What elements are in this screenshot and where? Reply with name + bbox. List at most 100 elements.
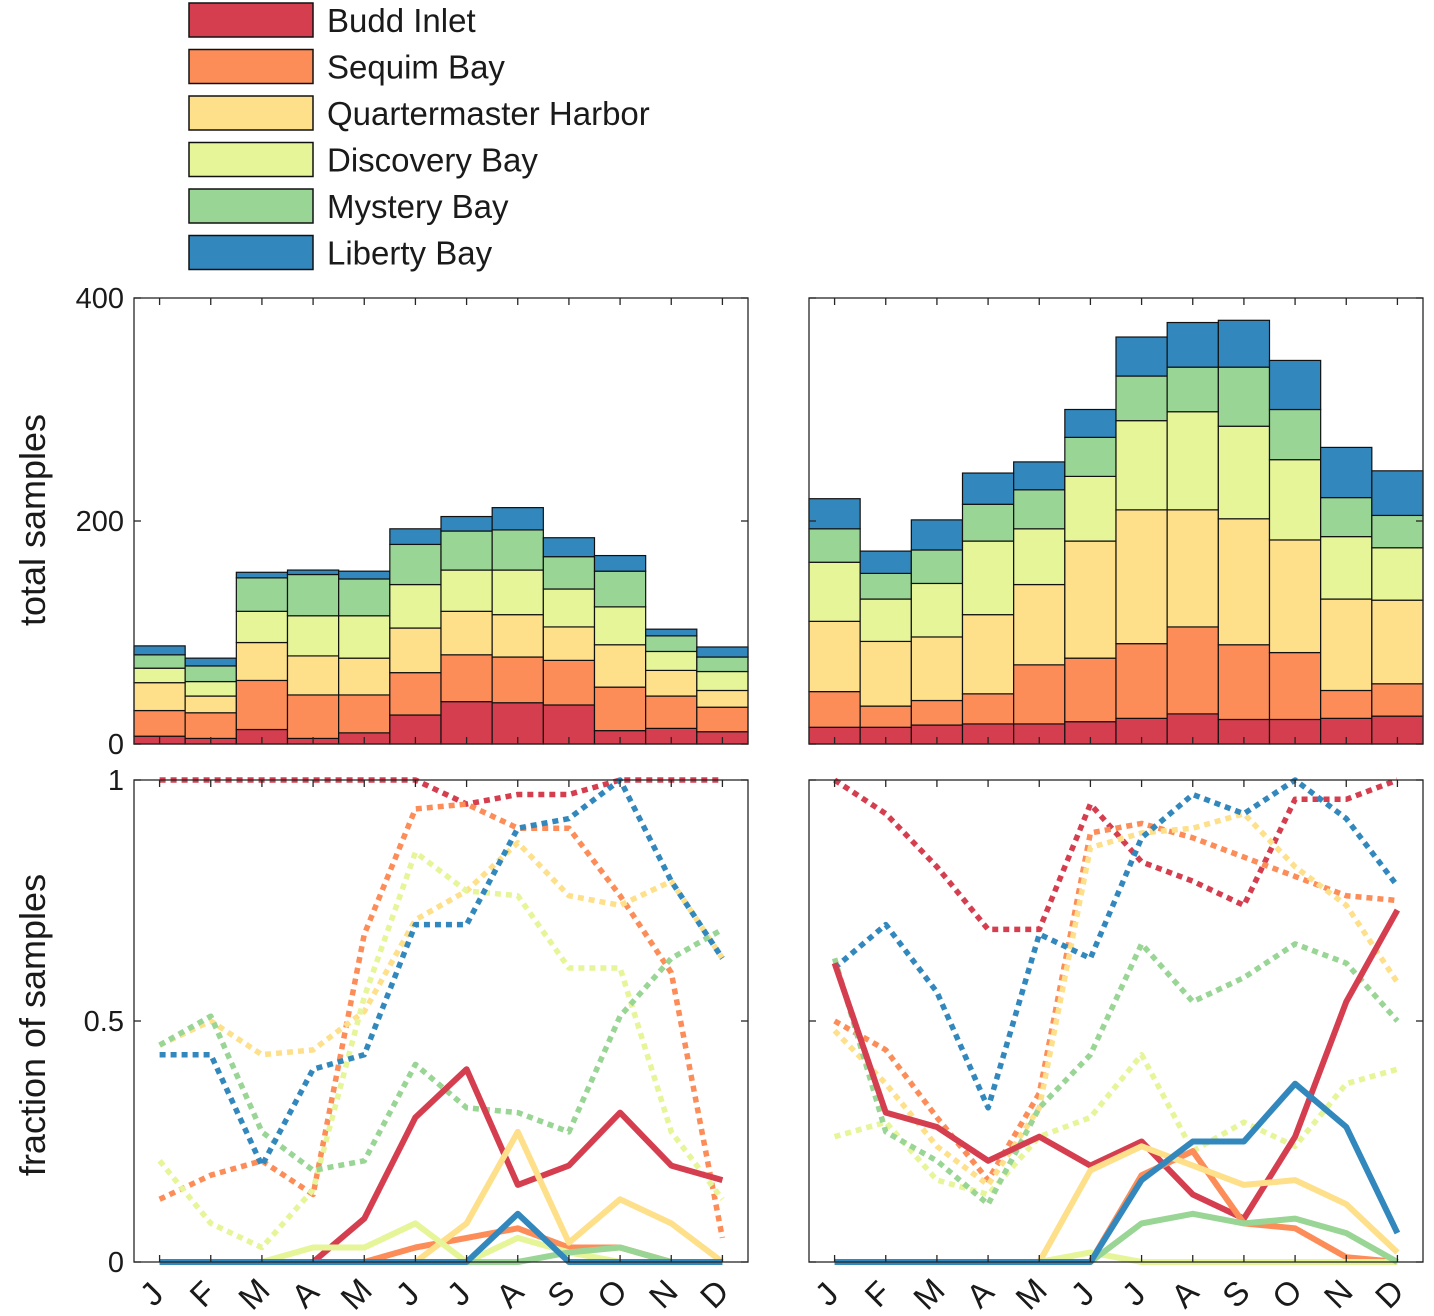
bar-segment-quartermaster-harbor [184, 695, 237, 714]
legend-label-discovery-bay: Discovery Bay [327, 142, 538, 179]
bar-segment-discovery-bay [645, 650, 698, 672]
x-tick-label-F: F [182, 1274, 222, 1314]
legend-label-liberty-bay: Liberty Bay [327, 235, 493, 272]
legend-swatch-budd-inlet [188, 2, 314, 38]
bar-segment-discovery-bay [696, 670, 749, 692]
bar-segment-liberty-bay [1115, 336, 1168, 377]
bar-segment-discovery-bay [133, 667, 186, 684]
bar-segment-liberty-bay [286, 569, 340, 576]
bar-segment-mystery-bay [593, 570, 647, 608]
bar-segment-quartermaster-harbor [1115, 509, 1168, 645]
x-tick-label-M: M [1008, 1271, 1054, 1316]
bar-segment-discovery-bay [961, 540, 1015, 616]
bar-segment-mystery-bay [1013, 489, 1066, 530]
bar-segment-sequim-bay [859, 705, 912, 728]
bar-segment-discovery-bay [286, 615, 340, 657]
bar-segment-sequim-bay [1013, 664, 1066, 725]
bar-segment-quartermaster-harbor [542, 626, 596, 661]
bar-segment-discovery-bay [1064, 475, 1117, 542]
x-tick-label-N: N [642, 1272, 685, 1315]
axes-frame [808, 779, 1424, 1263]
bar-segment-discovery-bay [184, 680, 237, 697]
bar-segment-discovery-bay [1013, 528, 1066, 586]
bar-segment-sequim-bay [1166, 626, 1219, 715]
bar-segment-discovery-bay [1268, 459, 1322, 541]
bar-segment-discovery-bay [389, 583, 442, 629]
bar-segment-sequim-bay [593, 686, 647, 732]
bar-segment-mystery-bay [491, 529, 544, 571]
bar-segment-quartermaster-harbor [1371, 599, 1424, 685]
bar-segment-sequim-bay [696, 706, 749, 733]
x-tick-label-A: A [1164, 1273, 1206, 1315]
bar-segment-sequim-bay [961, 693, 1015, 725]
bar-segment-quartermaster-harbor [1166, 509, 1219, 628]
y-tick-label: 400 [76, 283, 124, 315]
bar-segment-quartermaster-harbor [491, 614, 544, 658]
bar-segment-mystery-bay [133, 654, 186, 669]
bar-segment-sequim-bay [184, 712, 237, 740]
bar-segment-liberty-bay [696, 646, 749, 658]
bar-segment-sequim-bay [1064, 657, 1117, 723]
line-dotted-budd-inlet [159, 777, 723, 807]
x-tick-label-S: S [1215, 1273, 1257, 1315]
bar-segment-quartermaster-harbor [961, 614, 1015, 695]
bar-segment-mystery-bay [338, 578, 391, 617]
bar-segment-liberty-bay [1320, 446, 1373, 499]
legend-label-sequim-bay: Sequim Bay [327, 49, 505, 86]
bar-segment-liberty-bay [235, 571, 289, 579]
bar-segment-mystery-bay [1217, 366, 1271, 427]
bar-segment-liberty-bay [542, 537, 596, 558]
bar-segment-liberty-bay [1013, 461, 1066, 491]
bar-segment-sequim-bay [1320, 689, 1373, 719]
y-tick-label: 0 [108, 1247, 124, 1279]
bar-segment-mystery-bay [1371, 514, 1424, 549]
bar-segment-liberty-bay [338, 570, 391, 580]
bar-segment-discovery-bay [593, 606, 647, 646]
y-tick-label: 0.5 [84, 1006, 124, 1038]
panel-bottom-left: J F M A M J J A S O N D00.51 [84, 765, 749, 1316]
bar-segment-liberty-bay [1166, 321, 1219, 368]
bar-segment-discovery-bay [235, 610, 289, 644]
ylabel-fraction-of-samples: fraction of samples [12, 874, 53, 1176]
line-dotted-sequim-bay [833, 820, 1398, 1183]
bar-segment-sequim-bay [235, 679, 289, 731]
bar-segment-mystery-bay [235, 577, 289, 612]
bar-segment-mystery-bay [961, 503, 1015, 542]
bar-segment-discovery-bay [542, 588, 596, 628]
x-tick-label-O: O [1265, 1272, 1309, 1316]
line-dotted-mystery-bay [831, 941, 1400, 1207]
bar-segment-sequim-bay [1371, 683, 1424, 717]
x-tick-label-D: D [693, 1272, 736, 1315]
bar-segment-mystery-bay [184, 665, 237, 683]
bar-segment-quartermaster-harbor [286, 655, 340, 696]
bar-segment-discovery-bay [1320, 536, 1373, 600]
bar-segment-quartermaster-harbor [910, 636, 964, 702]
bar-segment-mystery-bay [286, 573, 340, 617]
legend-swatch-liberty-bay [188, 234, 314, 271]
line-dotted-budd-inlet [833, 777, 1399, 933]
panel-top-right [808, 297, 1424, 745]
bar-segment-discovery-bay [859, 598, 912, 643]
bar-segment-quartermaster-harbor [1013, 583, 1066, 666]
legend-label-budd-inlet: Budd Inlet [327, 2, 476, 39]
axes-frame [133, 779, 749, 1263]
x-tick-label-J: J [1115, 1275, 1153, 1313]
bar-segment-liberty-bay [645, 628, 698, 637]
bar-segment-discovery-bay [1166, 411, 1219, 511]
bar-segment-sequim-bay [389, 672, 442, 716]
bar-segment-mystery-bay [542, 556, 596, 590]
x-tick-label-J: J [440, 1275, 478, 1313]
x-tick-label-A: A [489, 1273, 531, 1315]
bar-segment-discovery-bay [808, 561, 861, 622]
legend-swatch-sequim-bay [188, 48, 314, 85]
bar-segment-liberty-bay [961, 472, 1015, 505]
bar-segment-sequim-bay [910, 699, 964, 726]
bar-segment-liberty-bay [859, 550, 912, 575]
bar-segment-mystery-bay [440, 530, 493, 571]
bar-segment-discovery-bay [1217, 425, 1271, 520]
bar-segment-mystery-bay [389, 543, 442, 586]
line-dotted-sequim-bay [158, 801, 726, 1239]
x-tick-label-J: J [1063, 1275, 1101, 1313]
bar-segment-sequim-bay [1115, 643, 1168, 719]
bar-segment-sequim-bay [542, 659, 596, 706]
